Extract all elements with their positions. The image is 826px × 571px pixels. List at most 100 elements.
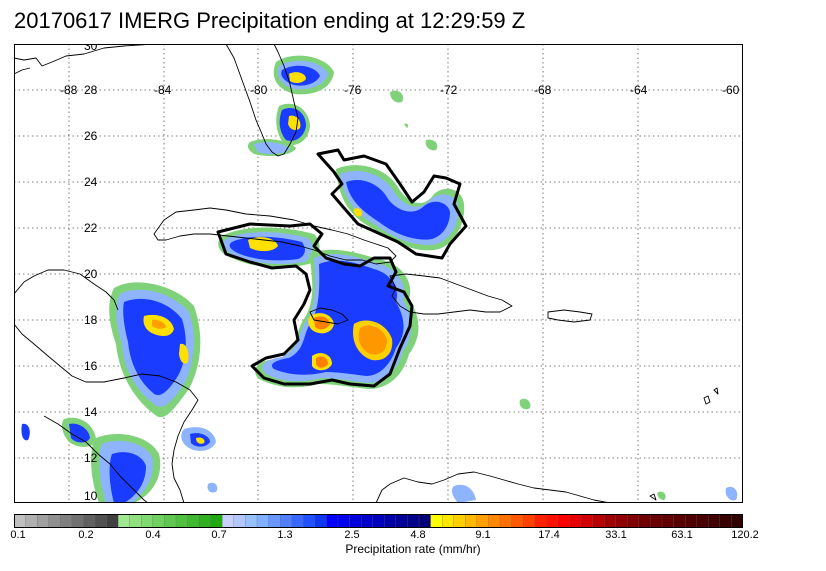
colorbar-tick: 0.4 [145, 529, 161, 541]
colorbar-cell [71, 514, 84, 528]
coastlines [14, 44, 719, 503]
colorbar-cell [152, 514, 165, 528]
colorbar-cell [546, 514, 559, 528]
colorbar-cell [129, 514, 142, 528]
colorbar-cell [488, 514, 501, 528]
colorbar-cell [349, 514, 362, 528]
colorbar-cell [291, 514, 304, 528]
lat-label: 30 [84, 44, 98, 53]
colorbar-cell [106, 514, 119, 528]
colorbar-cell [117, 514, 131, 528]
colorbar-cell [94, 514, 108, 528]
colorbar-cell [279, 514, 293, 528]
colorbar-cell [603, 514, 617, 528]
colorbar-cell [233, 514, 246, 528]
colorbar-cell [141, 514, 154, 528]
colorbar-cell [187, 514, 200, 528]
colorbar-cell [164, 514, 177, 528]
lon-label: -76 [344, 83, 362, 97]
lat-label: 24 [84, 175, 98, 189]
colorbar-title: Precipitation rate (mm/hr) [345, 542, 481, 556]
lon-label: -64 [630, 83, 648, 97]
colorbar [14, 514, 743, 528]
colorbar-cell [719, 514, 732, 528]
colorbar-cell [684, 514, 698, 528]
colorbar-cell [48, 514, 61, 528]
colorbar-cell [14, 514, 27, 528]
colorbar-cell [441, 514, 455, 528]
colorbar-cell [465, 514, 478, 528]
lat-label: 28 [84, 83, 98, 97]
lat-label: 18 [84, 313, 98, 327]
precipitation-field [21, 55, 738, 503]
colorbar-cell [580, 514, 594, 528]
contour-outline [216, 148, 468, 388]
colorbar-cell [395, 514, 408, 528]
colorbar-cell [731, 514, 743, 528]
colorbar-cell [592, 514, 605, 528]
colorbar-tick: 0.2 [78, 529, 94, 541]
colorbar-cell [222, 514, 235, 528]
colorbar-cell [708, 514, 721, 528]
colorbar-cell [83, 514, 96, 528]
colorbar-cell [337, 514, 351, 528]
lat-label: 16 [84, 359, 98, 373]
colorbar-tick: 63.1 [671, 529, 693, 541]
colorbar-cell [268, 514, 281, 528]
colorbar-tick: 0.1 [10, 529, 26, 541]
colorbar-cell [303, 514, 316, 528]
colorbar-cell [661, 514, 675, 528]
colorbar-cell [673, 514, 686, 528]
colorbar-cell [314, 514, 327, 528]
colorbar-cell [60, 514, 73, 528]
colorbar-labels: 0.1 0.2 0.4 0.7 1.3 2.5 4.8 9.1 17.4 33.… [0, 529, 826, 543]
colorbar-cell [372, 514, 385, 528]
colorbar-cell [36, 514, 50, 528]
map-frame [14, 44, 743, 503]
colorbar-cell [175, 514, 189, 528]
colorbar-cell [511, 514, 524, 528]
map-title: 20170617 IMERG Precipitation ending at 1… [14, 8, 526, 33]
colorbar-cell [453, 514, 466, 528]
colorbar-cell [534, 514, 547, 528]
colorbar-cell [615, 514, 628, 528]
colorbar-tick: 9.1 [475, 529, 491, 541]
colorbar-cell [384, 514, 397, 528]
colorbar-cell [476, 514, 489, 528]
colorbar-cell [418, 514, 432, 528]
lat-label: 12 [84, 451, 98, 465]
lat-label: 14 [84, 405, 98, 419]
colorbar-cell [256, 514, 270, 528]
lon-label: -80 [250, 83, 268, 97]
colorbar-tick: 2.5 [344, 529, 360, 541]
colorbar-cell [25, 514, 38, 528]
colorbar-cell [522, 514, 536, 528]
colorbar-tick: 17.4 [538, 529, 560, 541]
colorbar-cell [360, 514, 374, 528]
lat-label: 22 [84, 221, 98, 235]
colorbar-cell [627, 514, 640, 528]
colorbar-cell [650, 514, 663, 528]
precipitation-map: 30 28 26 24 22 20 18 16 14 12 10 -88 -84… [14, 44, 743, 503]
colorbar-cell [210, 514, 223, 528]
colorbar-cell [326, 514, 339, 528]
colorbar-tick: 0.7 [211, 529, 227, 541]
lon-label: -60 [722, 83, 740, 97]
lat-label: 20 [84, 267, 98, 281]
colorbar-cell [499, 514, 513, 528]
lon-label: -68 [534, 83, 552, 97]
lon-label: -84 [154, 83, 172, 97]
colorbar-tick: 120.2 [731, 529, 759, 541]
colorbar-cell [198, 514, 212, 528]
colorbar-cell [638, 514, 651, 528]
colorbar-cell [557, 514, 570, 528]
lon-label: -72 [440, 83, 458, 97]
colorbar-tick: 33.1 [605, 529, 627, 541]
colorbar-cell [245, 514, 258, 528]
lat-label: 26 [84, 129, 98, 143]
colorbar-cell [696, 514, 709, 528]
colorbar-tick: 4.8 [410, 529, 426, 541]
colorbar-cell [407, 514, 420, 528]
colorbar-cell [430, 514, 443, 528]
lon-label: -88 [60, 83, 78, 97]
